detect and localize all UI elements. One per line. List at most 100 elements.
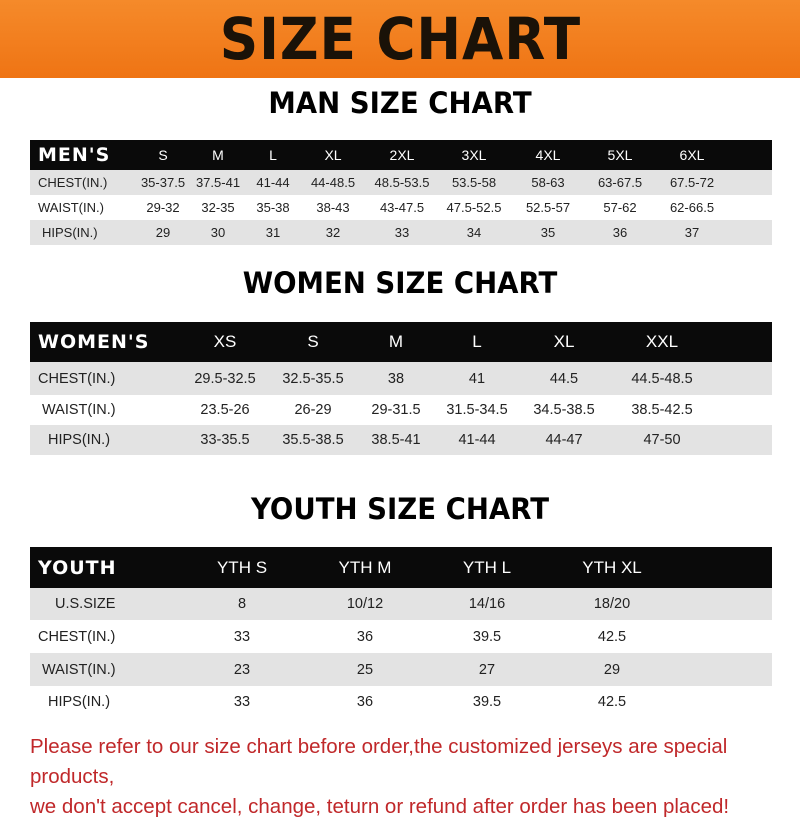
table-cell: 10/12 xyxy=(346,596,384,612)
table-cell: 36 xyxy=(356,628,374,645)
size-column-header: S xyxy=(158,147,168,163)
table-cell: 44.5-48.5 xyxy=(631,370,693,387)
table-cell: 25 xyxy=(356,661,374,678)
table-cell: 37.5-41 xyxy=(195,175,241,190)
table-cell: 31 xyxy=(265,225,281,240)
table-cell: 23.5-26 xyxy=(200,402,250,418)
table-cell: 35-38 xyxy=(256,200,290,215)
table-header-row: MEN'S S M L XL 2XL 3XL 4XL 5XL 6XL xyxy=(30,140,772,170)
table-cell: 44.5 xyxy=(549,370,579,387)
table-cell: 23 xyxy=(233,661,251,678)
table-cell: 35-37.5 xyxy=(140,175,186,190)
table-cell: 14/16 xyxy=(468,596,506,612)
notice-line-1: Please refer to our size chart before or… xyxy=(30,735,728,788)
banner-title: SIZE CHART xyxy=(219,5,581,73)
row-label: CHEST(IN.) xyxy=(38,175,108,190)
table-cell: 67.5-72 xyxy=(669,175,715,190)
notice-line-2: we don't accept cancel, change, teturn o… xyxy=(30,795,730,818)
table-row: CHEST(IN.) 33 36 39.5 42.5 xyxy=(30,620,772,653)
table-cell: 18/20 xyxy=(593,596,631,612)
table-cell: 44-48.5 xyxy=(310,175,356,190)
row-label: HIPS(IN.) xyxy=(42,225,98,240)
table-cell: 38-43 xyxy=(316,200,350,215)
row-label: CHEST(IN.) xyxy=(38,628,116,645)
size-chart-banner: SIZE CHART xyxy=(0,0,800,78)
row-label: CHEST(IN.) xyxy=(38,370,116,387)
table-cell: 29 xyxy=(155,225,171,240)
table-row: WAIST(IN.) 29-32 32-35 35-38 38-43 43-47.5 47.… xyxy=(30,195,772,220)
size-column-header: YTH M xyxy=(338,557,392,577)
size-column-header: XS xyxy=(213,332,237,351)
table-cell: 36 xyxy=(356,694,374,710)
table-cell: 38.5-42.5 xyxy=(631,402,693,418)
row-label: HIPS(IN.) xyxy=(48,694,111,710)
size-column-header: YTH L xyxy=(462,557,512,577)
size-column-header: XL xyxy=(553,332,575,351)
size-column-header: XL xyxy=(324,147,342,163)
table-header-row: YOUTH YTH S YTH M YTH L YTH XL xyxy=(30,547,772,588)
table-cell: 43-47.5 xyxy=(379,200,425,215)
table-cell: 38.5-41 xyxy=(371,432,421,448)
youth-size-table: YOUTH YTH S YTH M YTH L YTH XL U.S.SIZE 8 10/12… xyxy=(30,547,772,718)
table-cell: 33-35.5 xyxy=(200,432,250,448)
table-cell: 29 xyxy=(603,661,621,678)
size-column-header: 3XL xyxy=(461,147,487,163)
order-notice: Please refer to our size chart before or… xyxy=(30,732,790,822)
table-cell: 58-63 xyxy=(531,175,565,190)
table-cell: 47.5-52.5 xyxy=(446,200,502,215)
table-cell: 42.5 xyxy=(597,628,627,645)
table-cell: 34 xyxy=(466,225,482,240)
table-header-label: MEN'S xyxy=(38,144,111,166)
table-header-label: WOMEN'S xyxy=(38,331,150,353)
table-row: HIPS(IN.) 29 30 31 32 33 34 35 36 37 xyxy=(30,220,772,245)
table-cell: 30 xyxy=(210,225,226,240)
table-cell: 38 xyxy=(387,370,405,387)
table-header-row: WOMEN'S XS S M L XL XXL xyxy=(30,322,772,362)
row-label: WAIST(IN.) xyxy=(38,200,104,215)
table-cell: 44-47 xyxy=(545,432,583,448)
row-label: WAIST(IN.) xyxy=(42,402,116,418)
table-cell: 37 xyxy=(684,225,700,240)
table-cell: 48.5-53.5 xyxy=(374,175,430,190)
table-cell: 42.5 xyxy=(597,694,627,710)
table-cell: 35 xyxy=(540,225,556,240)
table-cell: 35.5-38.5 xyxy=(282,432,344,448)
size-column-header: M xyxy=(212,147,224,163)
table-cell: 32-35 xyxy=(201,200,235,215)
table-cell: 39.5 xyxy=(472,628,502,645)
table-cell: 8 xyxy=(237,596,247,612)
women-chart-title: WOMEN SIZE CHART xyxy=(242,266,558,300)
table-cell: 52.5-57 xyxy=(525,200,571,215)
table-cell: 47-50 xyxy=(643,432,681,448)
table-cell: 57-62 xyxy=(603,200,637,215)
men-size-table: MEN'S S M L XL 2XL 3XL 4XL 5XL 6XL CHEST(IN.) 35-37… xyxy=(30,140,772,245)
table-row: WAIST(IN.) 23 25 27 29 xyxy=(30,653,772,686)
table-row: CHEST(IN.) 35-37.5 37.5-41 41-44 44-48.5 48.5… xyxy=(30,170,772,195)
table-cell: 26-29 xyxy=(294,402,332,418)
row-label: WAIST(IN.) xyxy=(42,661,116,678)
table-cell: 29.5-32.5 xyxy=(194,370,256,387)
men-chart-title: MAN SIZE CHART xyxy=(268,86,532,120)
table-cell: 27 xyxy=(478,661,496,678)
table-cell: 41-44 xyxy=(458,432,496,448)
row-label: U.S.SIZE xyxy=(55,596,116,612)
table-cell: 41-44 xyxy=(256,175,290,190)
table-row: HIPS(IN.) 33-35.5 35.5-38.5 38.5-41 41-44 44-… xyxy=(30,425,772,455)
table-cell: 63-67.5 xyxy=(597,175,643,190)
size-column-header: 4XL xyxy=(535,147,561,163)
size-column-header: XXL xyxy=(645,332,679,351)
table-header-label: YOUTH xyxy=(38,556,117,579)
table-cell: 33 xyxy=(394,225,410,240)
table-cell: 33 xyxy=(233,628,251,645)
table-row: WAIST(IN.) 23.5-26 26-29 29-31.5 31.5-34.5 34… xyxy=(30,395,772,425)
women-size-table: WOMEN'S XS S M L XL XXL CHEST(IN.) 29.5-32.5 32.5… xyxy=(30,322,772,455)
table-cell: 32.5-35.5 xyxy=(282,370,344,387)
table-cell: 29-32 xyxy=(146,200,180,215)
table-cell: 32 xyxy=(325,225,341,240)
size-column-header: 2XL xyxy=(389,147,415,163)
table-cell: 39.5 xyxy=(472,694,502,710)
size-column-header: 5XL xyxy=(607,147,633,163)
table-cell: 41 xyxy=(468,370,486,387)
size-column-header: YTH S xyxy=(216,557,268,577)
youth-chart-title: YOUTH SIZE CHART xyxy=(250,492,550,526)
